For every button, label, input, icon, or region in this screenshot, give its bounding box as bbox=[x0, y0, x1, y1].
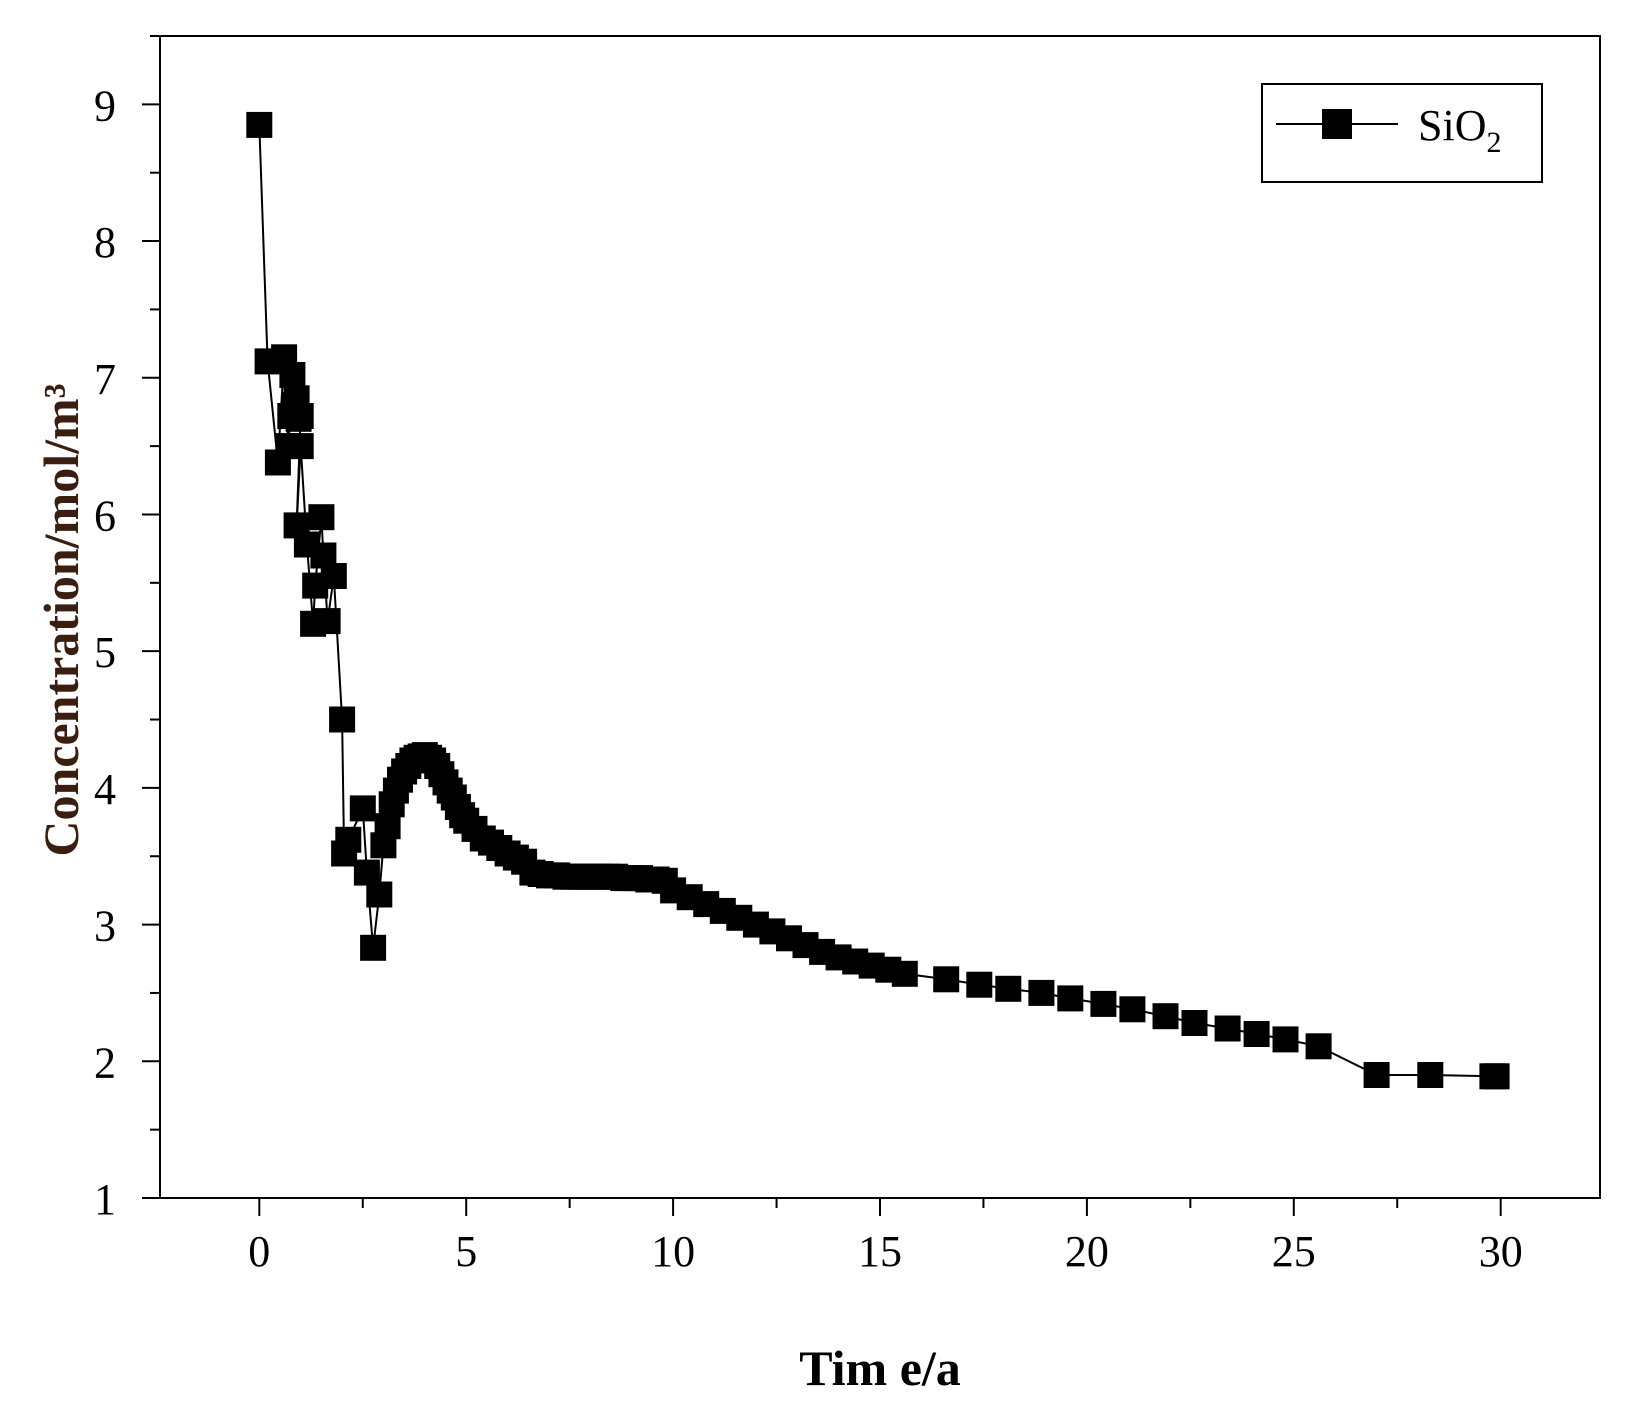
data-point bbox=[1483, 1063, 1510, 1090]
data-point bbox=[314, 608, 341, 635]
data-point bbox=[335, 826, 362, 853]
data-point bbox=[1417, 1062, 1444, 1088]
data-point bbox=[1119, 996, 1146, 1023]
data-point bbox=[1214, 1015, 1241, 1042]
x-tick-label: 25 bbox=[1272, 1227, 1316, 1276]
data-point bbox=[1243, 1021, 1270, 1047]
x-tick-label: 30 bbox=[1479, 1227, 1523, 1276]
y-tick-label: 7 bbox=[94, 355, 116, 404]
y-tick-label: 4 bbox=[94, 765, 116, 814]
x-tick-label: 15 bbox=[858, 1227, 902, 1276]
data-point bbox=[246, 111, 273, 138]
x-tick-label: 10 bbox=[651, 1227, 695, 1276]
y-tick-label: 2 bbox=[94, 1038, 116, 1087]
data-point bbox=[279, 362, 306, 388]
ticks: 0 5 10 15 20 25 30 1 2 3 4 5 6 7 8 9 bbox=[94, 35, 1523, 1276]
data-point bbox=[966, 971, 993, 998]
data-point bbox=[1057, 985, 1084, 1012]
data-point bbox=[329, 706, 356, 733]
data-point bbox=[933, 966, 960, 993]
series-markers bbox=[246, 111, 1510, 1090]
data-point bbox=[1028, 979, 1055, 1006]
y-tick-label: 1 bbox=[94, 1175, 116, 1224]
legend: SiO2 bbox=[1261, 83, 1543, 183]
data-point bbox=[320, 563, 347, 589]
y-axis-title: Concentration/mol/m³ bbox=[33, 383, 89, 856]
legend-box bbox=[1261, 83, 1543, 183]
y-tick-label: 3 bbox=[94, 902, 116, 951]
legend-label-sub: 2 bbox=[1486, 126, 1501, 159]
x-tick-label: 0 bbox=[248, 1227, 270, 1276]
data-point bbox=[1181, 1010, 1208, 1036]
data-point bbox=[349, 795, 376, 822]
data-point bbox=[1090, 990, 1117, 1017]
data-point bbox=[287, 403, 314, 429]
data-point bbox=[360, 934, 387, 961]
legend-marker bbox=[1322, 109, 1352, 139]
legend-label: SiO2 bbox=[1418, 101, 1501, 159]
x-tick-label: 20 bbox=[1065, 1227, 1109, 1276]
data-point bbox=[308, 504, 335, 531]
data-point bbox=[891, 960, 918, 987]
data-point bbox=[366, 881, 393, 908]
x-axis-title: Tim e/a bbox=[799, 1340, 961, 1396]
data-point bbox=[353, 859, 380, 886]
data-point bbox=[1363, 1062, 1390, 1088]
y-tick-label: 8 bbox=[94, 218, 116, 267]
y-tick-label: 9 bbox=[94, 81, 116, 130]
legend-label-main: SiO bbox=[1418, 101, 1486, 150]
data-point bbox=[1272, 1026, 1299, 1053]
data-point bbox=[995, 975, 1022, 1002]
y-tick-label: 5 bbox=[94, 628, 116, 677]
y-tick-label: 6 bbox=[94, 491, 116, 540]
data-point bbox=[374, 813, 401, 840]
data-point bbox=[1305, 1033, 1332, 1060]
data-point bbox=[287, 433, 314, 460]
x-tick-label: 5 bbox=[455, 1227, 477, 1276]
data-point bbox=[1152, 1003, 1179, 1030]
